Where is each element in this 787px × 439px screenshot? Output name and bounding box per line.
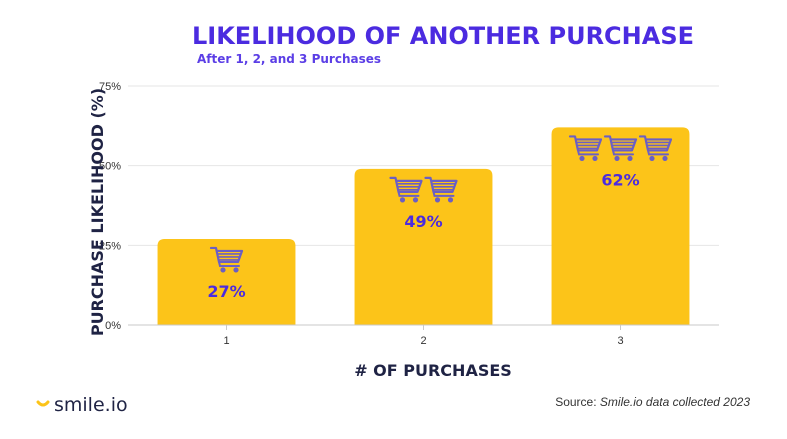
data-label: 62% [601,170,639,189]
x-tick-label: 3 [617,335,623,347]
data-label: 49% [404,212,442,231]
source-prefix: Source: [555,395,600,409]
y-tick-label: 75% [99,81,121,93]
y-axis-ticks: 0% 25% 50% 75% [99,81,121,332]
bar [157,238,296,325]
chart-title: LIKELIHOOD OF ANOTHER PURCHASE [192,22,694,50]
y-tick-label: 50% [99,161,121,173]
data-label: 27% [207,282,245,301]
y-tick-label: 25% [99,240,121,252]
y-tick-label: 0% [105,320,121,332]
chart-subtitle: After 1, 2, and 3 Purchases [197,52,381,66]
x-tick-label: 1 [223,335,229,347]
bars: 27% 49% 62% [157,127,690,325]
source-text: Smile.io data collected 2023 [600,395,750,409]
source-note: Source: Smile.io data collected 2023 [555,395,750,409]
bar [551,127,690,325]
logo-text: smile.io [54,394,128,416]
y-axis-title: PURCHASE LIKELIHOOD (%) [88,88,107,336]
smile-icon [36,400,50,407]
x-axis-title: # OF PURCHASES [354,361,512,380]
x-tick-label: 2 [420,335,426,347]
x-axis-ticks: 1 2 3 [223,325,624,347]
bar [354,168,493,325]
brand-logo: smile.io [36,394,128,416]
